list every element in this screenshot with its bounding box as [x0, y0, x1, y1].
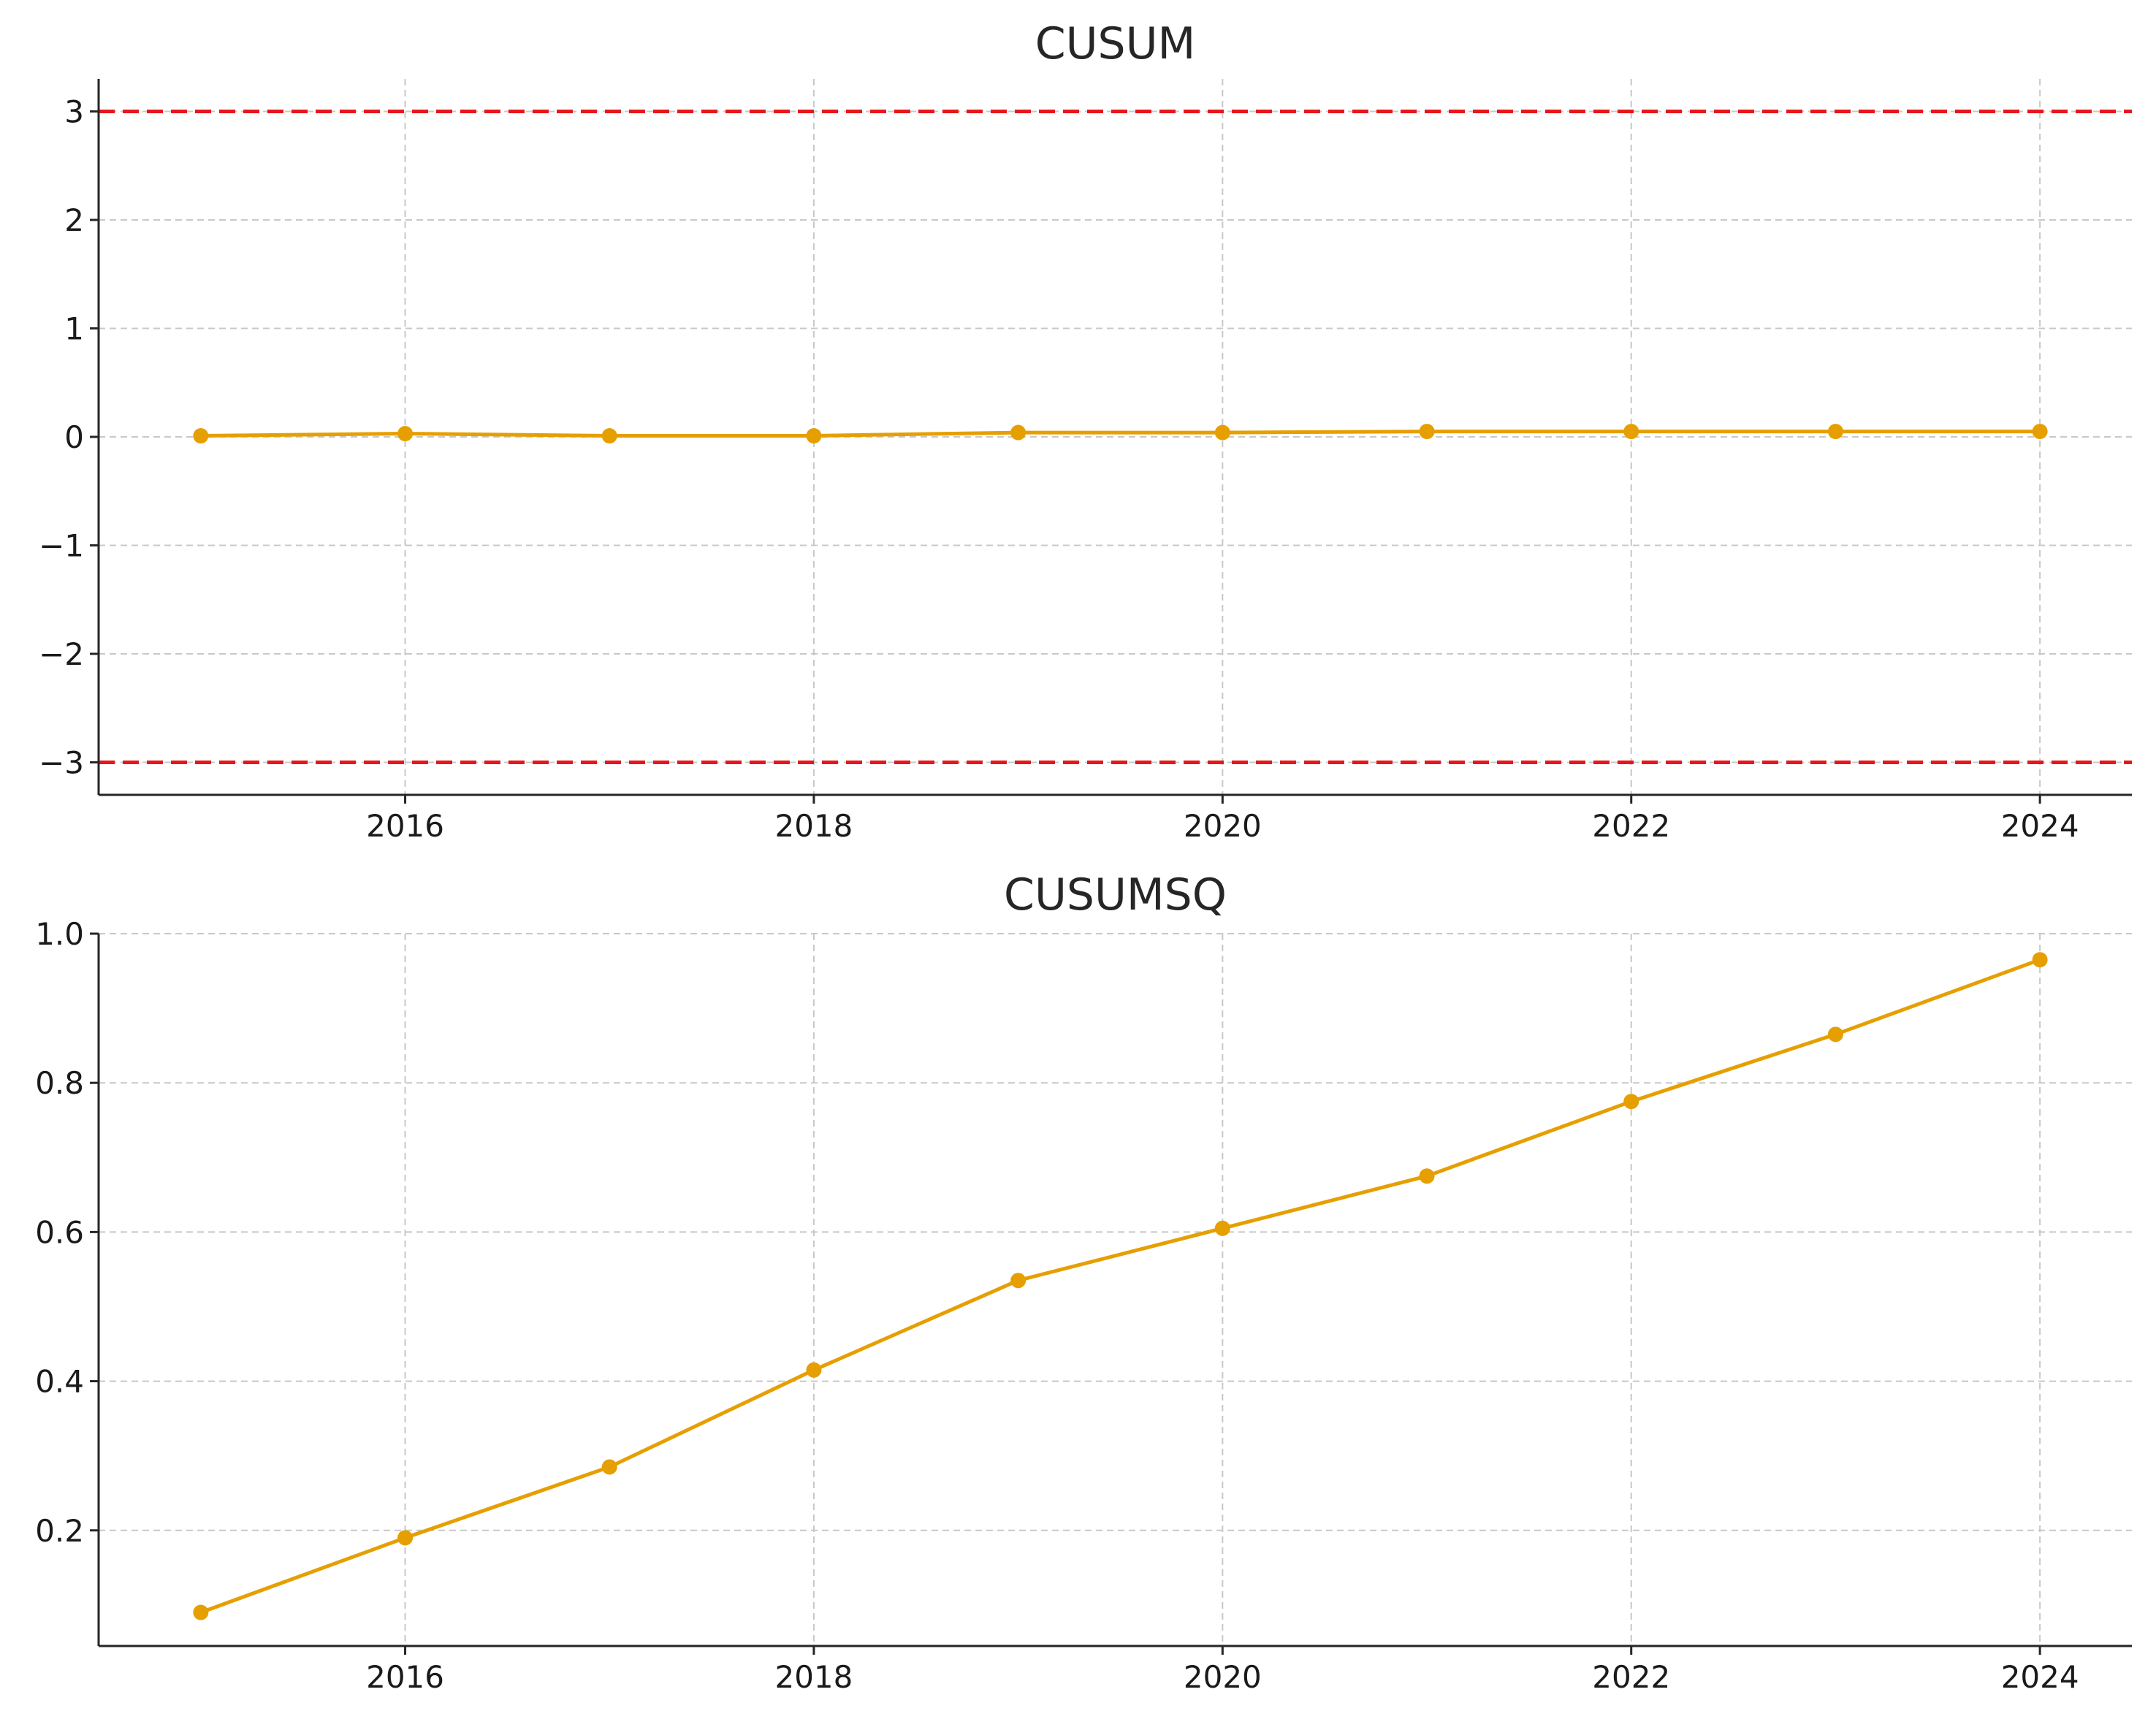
data-point: [2032, 424, 2048, 440]
x-tick-label: 2016: [366, 1659, 444, 1695]
data-point: [397, 1530, 414, 1546]
y-tick-label: 1: [64, 311, 84, 347]
data-point: [1623, 424, 1639, 440]
data-point: [1214, 424, 1230, 441]
x-tick-label: 2020: [1184, 808, 1262, 844]
x-tick-label: 2022: [1592, 808, 1670, 844]
series-line: [200, 430, 2041, 438]
y-tick-label: 0.8: [35, 1065, 84, 1101]
data-point: [1827, 424, 1843, 440]
data-point: [1419, 424, 1435, 440]
chart-panel-2: 2016 2018 2020 2022 2024 1.0 0.8 0.6 0.4 0.2 CUSUM…: [35, 869, 2132, 1695]
data-point: [601, 1459, 617, 1475]
data-point: [806, 428, 822, 444]
x-tick-label: 2018: [774, 1659, 853, 1695]
y-tick-label: 3: [64, 94, 84, 130]
data-point: [1827, 1026, 1843, 1043]
y-tick-label: 0.6: [35, 1214, 84, 1250]
y-tick-label: 0: [64, 419, 84, 455]
chart-title: CUSUMSQ: [1004, 869, 1227, 921]
data-point: [193, 1604, 209, 1620]
y-tick-label: −3: [39, 744, 84, 780]
data-point: [1419, 1168, 1435, 1184]
y-tick-label: −1: [39, 527, 84, 563]
x-tick-label: 2022: [1592, 1659, 1670, 1695]
y-tick-label: 0.2: [35, 1513, 84, 1549]
data-point: [193, 428, 209, 444]
data-point: [1010, 424, 1026, 441]
x-tick-label: 2020: [1184, 1659, 1262, 1695]
data-point: [1623, 1094, 1639, 1110]
chart-title: CUSUM: [1035, 18, 1196, 69]
data-point: [2032, 952, 2048, 968]
data-point: [397, 426, 414, 442]
data-point: [1010, 1273, 1026, 1289]
y-tick-label: 1.0: [35, 916, 84, 952]
series-line: [199, 958, 2041, 1615]
x-tick-label: 2016: [366, 808, 444, 844]
y-tick-label: −2: [39, 636, 84, 672]
data-point: [806, 1362, 822, 1378]
data-point: [601, 428, 617, 444]
x-tick-label: 2018: [774, 808, 853, 844]
chart-panel-1: 2016 2018 2020 2022 2024 3 2 1 0 −1 −2 −3 CUSUM: [39, 18, 2132, 844]
y-tick-label: 0.4: [35, 1364, 84, 1400]
x-tick-label: 2024: [2001, 808, 2079, 844]
y-tick-label: 2: [64, 202, 84, 238]
x-tick-label: 2024: [2001, 1659, 2079, 1695]
data-point: [1214, 1220, 1230, 1236]
